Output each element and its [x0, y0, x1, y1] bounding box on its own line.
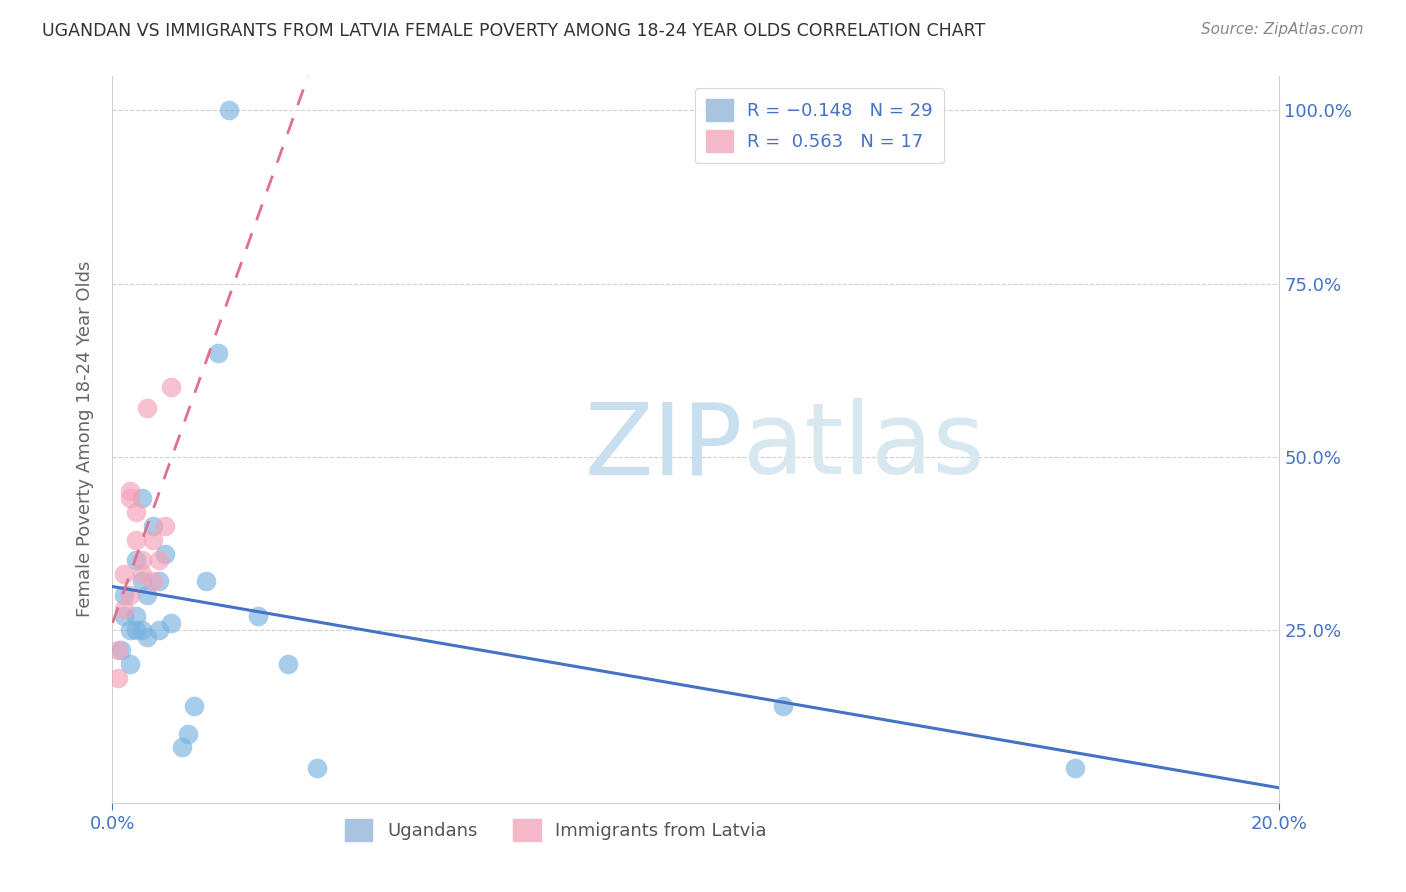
Point	[118, 484, 141, 499]
Point	[276, 657, 298, 672]
Point	[136, 630, 159, 644]
Point	[131, 491, 153, 505]
Point	[177, 726, 200, 740]
Point	[131, 623, 153, 637]
Point	[125, 505, 148, 519]
Text: ZIP: ZIP	[585, 398, 742, 495]
Point	[305, 761, 328, 775]
Point	[112, 588, 135, 602]
Point	[131, 567, 153, 582]
Point	[247, 608, 270, 623]
Point	[148, 574, 170, 589]
Point	[118, 588, 141, 602]
Point	[136, 401, 159, 416]
Y-axis label: Female Poverty Among 18-24 Year Olds: Female Poverty Among 18-24 Year Olds	[76, 261, 94, 617]
Text: atlas: atlas	[742, 398, 984, 495]
Point	[194, 574, 217, 589]
Point	[1064, 761, 1087, 775]
Point	[153, 547, 176, 561]
Point	[148, 623, 170, 637]
Point	[112, 608, 135, 623]
Point	[772, 698, 794, 713]
Point	[160, 615, 183, 630]
Point	[125, 533, 148, 547]
Point	[112, 567, 135, 582]
Legend: Ugandans, Immigrants from Latvia: Ugandans, Immigrants from Latvia	[339, 812, 773, 848]
Point	[183, 698, 205, 713]
Point	[110, 643, 132, 657]
Point	[142, 519, 165, 533]
Point	[131, 553, 153, 567]
Point	[125, 623, 148, 637]
Point	[112, 602, 135, 616]
Text: UGANDAN VS IMMIGRANTS FROM LATVIA FEMALE POVERTY AMONG 18-24 YEAR OLDS CORRELATI: UGANDAN VS IMMIGRANTS FROM LATVIA FEMALE…	[42, 22, 986, 40]
Point	[118, 491, 141, 505]
Point	[218, 103, 240, 118]
Point	[153, 519, 176, 533]
Point	[142, 533, 165, 547]
Point	[125, 553, 148, 567]
Point	[118, 623, 141, 637]
Point	[148, 553, 170, 567]
Point	[107, 643, 129, 657]
Point	[142, 574, 165, 589]
Point	[118, 657, 141, 672]
Point	[125, 608, 148, 623]
Point	[172, 740, 194, 755]
Point	[136, 588, 159, 602]
Text: Source: ZipAtlas.com: Source: ZipAtlas.com	[1201, 22, 1364, 37]
Point	[160, 380, 183, 394]
Point	[107, 671, 129, 685]
Point	[207, 345, 229, 359]
Point	[131, 574, 153, 589]
